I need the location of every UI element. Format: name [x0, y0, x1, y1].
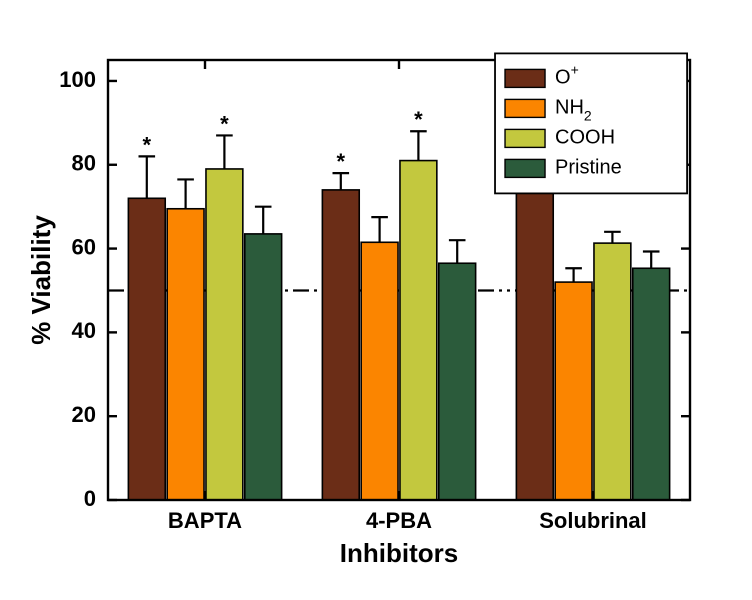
- bar: [128, 198, 165, 500]
- y-tick-label: 100: [59, 67, 96, 92]
- y-tick-label: 40: [72, 318, 96, 343]
- chart-svg: *****020406080100BAPTA4-PBASolubrinalInh…: [0, 0, 752, 600]
- bar: [516, 192, 553, 500]
- significance-star: *: [143, 132, 152, 157]
- significance-star: *: [220, 111, 229, 136]
- legend-swatch: [505, 99, 545, 117]
- legend-label: Pristine: [555, 157, 622, 179]
- bar: [361, 242, 398, 500]
- legend-label: COOH: [555, 127, 615, 149]
- bar: [555, 282, 592, 500]
- bar: [167, 209, 204, 500]
- y-tick-label: 20: [72, 402, 96, 427]
- legend-swatch: [505, 159, 545, 177]
- significance-star: *: [414, 107, 423, 132]
- bar: [633, 268, 670, 500]
- legend-swatch: [505, 129, 545, 147]
- x-axis-title: Inhibitors: [340, 538, 458, 568]
- bar: [594, 243, 631, 500]
- y-axis-title: % Viability: [26, 215, 56, 345]
- y-tick-label: 0: [84, 486, 96, 511]
- x-tick-label: Solubrinal: [539, 508, 647, 533]
- legend-swatch: [505, 69, 545, 87]
- y-tick-label: 60: [72, 234, 96, 259]
- bar: [245, 234, 282, 500]
- significance-star: *: [337, 149, 346, 174]
- bar: [439, 263, 476, 500]
- viability-bar-chart: *****020406080100BAPTA4-PBASolubrinalInh…: [0, 0, 752, 600]
- bar: [400, 161, 437, 500]
- bar: [322, 190, 359, 500]
- y-tick-label: 80: [72, 151, 96, 176]
- bar: [206, 169, 243, 500]
- x-tick-label: 4-PBA: [366, 508, 432, 533]
- x-tick-label: BAPTA: [168, 508, 242, 533]
